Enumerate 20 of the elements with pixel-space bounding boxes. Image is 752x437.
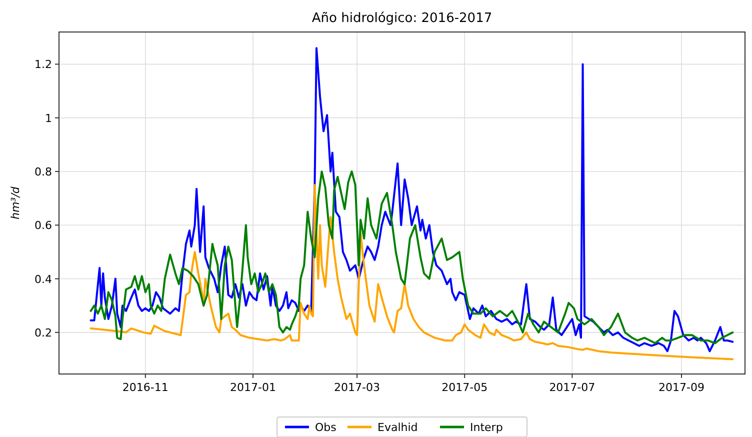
y-axis-title: hm³/d [9,186,22,220]
y-tick-label: 0.8 [34,165,52,178]
x-tick-label: 2017-01 [230,381,276,394]
y-tick-label: 0.4 [34,272,52,286]
y-tick-label: 1 [45,112,52,125]
y-tick-label: 0.2 [34,326,52,340]
x-tick-label: 2017-09 [658,381,704,394]
line-series [90,47,734,352]
y-tick-label: 1.2 [34,58,52,72]
chart-title: Año hidrológico: 2016-2017 [312,11,492,26]
x-tick-label: 2017-05 [442,381,488,394]
y-tick-label: 0.6 [34,219,52,232]
legend-label: Obs [315,421,337,434]
legend-label: Evalhid [378,421,418,434]
line-series [90,170,734,344]
x-tick-label: 2016-11 [122,381,168,394]
line-series [90,184,734,360]
legend-label: Interp [470,421,503,434]
x-tick-label: 2017-07 [549,381,596,394]
x-tick-label: 2017-03 [334,381,380,394]
